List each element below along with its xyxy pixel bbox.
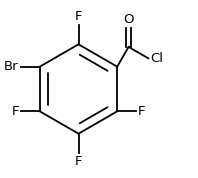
Text: O: O <box>123 13 134 26</box>
Text: F: F <box>138 105 146 118</box>
Text: F: F <box>11 105 19 118</box>
Text: F: F <box>75 10 82 23</box>
Text: Cl: Cl <box>150 52 163 65</box>
Text: F: F <box>75 155 82 168</box>
Text: Br: Br <box>4 60 19 73</box>
